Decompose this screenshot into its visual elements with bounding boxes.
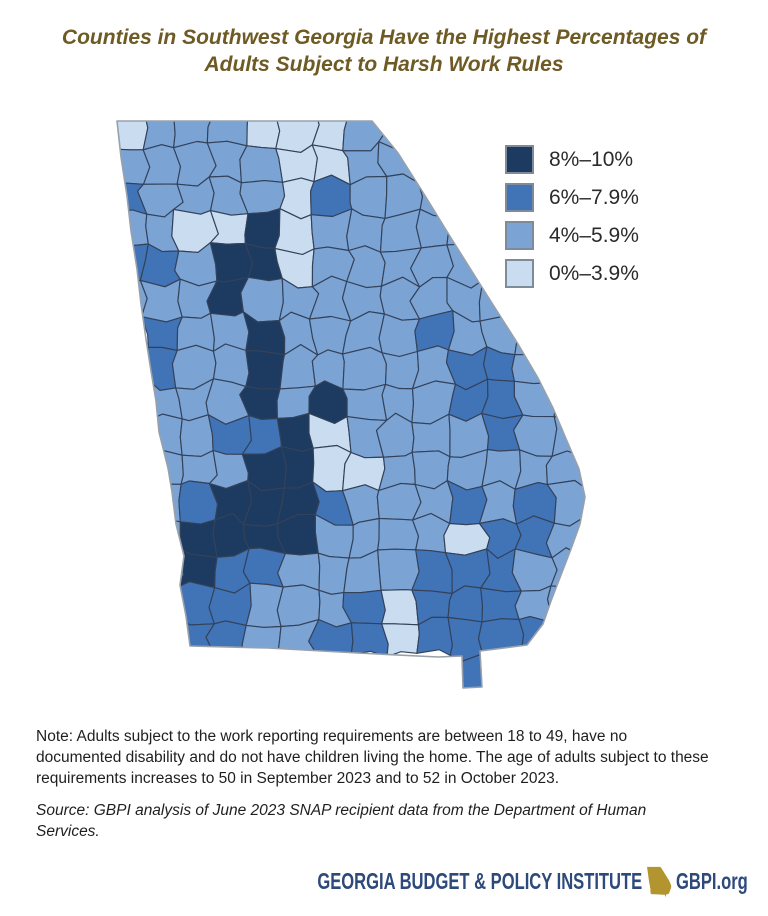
county-cell	[276, 584, 321, 628]
county-cell	[518, 616, 555, 658]
county-cell	[547, 309, 585, 355]
county-cells	[117, 121, 585, 688]
county-cell	[274, 208, 315, 256]
county-cell	[446, 174, 490, 218]
county-cell	[276, 513, 319, 556]
county-cell	[117, 121, 149, 151]
county-cell	[380, 589, 419, 626]
county-cell	[376, 482, 422, 521]
county-cell	[447, 653, 490, 688]
county-cell	[547, 376, 585, 422]
county-cell	[242, 547, 286, 588]
legend-swatch	[505, 259, 534, 288]
county-cell	[173, 581, 216, 626]
county-cell	[142, 121, 176, 151]
county-cell	[547, 348, 585, 389]
county-cell	[245, 349, 286, 390]
county-cell	[447, 616, 484, 662]
legend-label: 8%–10%	[549, 147, 634, 171]
county-cell	[209, 242, 254, 283]
county-cell	[381, 350, 420, 390]
county-cell	[377, 548, 420, 591]
legend-swatch	[505, 183, 534, 212]
chart-title: Counties in Southwest Georgia Have the H…	[61, 26, 707, 76]
georgia-county-map	[116, 120, 586, 689]
county-cell	[246, 121, 281, 150]
county-cell	[477, 618, 525, 658]
county-cell	[142, 583, 183, 622]
note-text: Note: Adults subject to the work reporti…	[36, 728, 709, 787]
source-text: Source: GBPI analysis of June 2023 SNAP …	[36, 802, 647, 840]
county-cell	[446, 208, 490, 246]
county-cell	[209, 210, 249, 245]
county-cell	[414, 144, 453, 185]
county-cell	[141, 550, 184, 589]
legend-item: 6%–7.9%	[505, 183, 639, 212]
county-cell	[179, 414, 214, 457]
legend-swatch	[505, 221, 534, 250]
county-cell	[142, 617, 177, 661]
county-cell	[277, 552, 321, 591]
footer-org: GEORGIA BUDGET & POLICY INSTITUTE	[317, 867, 643, 894]
county-cell	[139, 449, 184, 490]
county-cell	[342, 383, 388, 421]
county-cell	[206, 121, 249, 147]
county-cell	[342, 346, 387, 391]
georgia-state-icon	[647, 866, 672, 896]
county-cell	[416, 616, 453, 656]
legend-label: 6%–7.9%	[549, 185, 639, 209]
footer: GEORGIA BUDGET & POLICY INSTITUTE GBPI.o…	[318, 864, 748, 898]
legend-swatch	[505, 145, 534, 174]
county-cell	[280, 446, 315, 489]
county-cell	[346, 245, 386, 289]
county-cell	[378, 313, 421, 358]
footer-site[interactable]: GBPI.org	[676, 867, 748, 894]
legend-label: 0%–3.9%	[549, 261, 639, 285]
county-cell	[550, 547, 585, 590]
county-cell	[139, 278, 183, 323]
county-cell	[245, 582, 284, 628]
legend-item: 4%–5.9%	[505, 221, 639, 250]
legend-label: 4%–5.9%	[549, 223, 639, 247]
county-cell	[342, 589, 386, 625]
legend-item: 8%–10%	[505, 145, 639, 174]
map-legend: 8%–10% 6%–7.9% 4%–5.9% 0%–3.9%	[505, 145, 639, 299]
county-cell	[276, 412, 314, 452]
county-cell	[117, 148, 151, 185]
county-cell	[241, 624, 282, 662]
legend-item: 0%–3.9%	[505, 259, 639, 288]
county-cell	[377, 517, 420, 551]
county-cell	[140, 413, 183, 456]
county-cell	[514, 585, 554, 623]
county-cell	[381, 623, 420, 658]
county-cell	[244, 208, 281, 249]
state-outline	[116, 120, 586, 689]
county-cell	[415, 208, 450, 249]
